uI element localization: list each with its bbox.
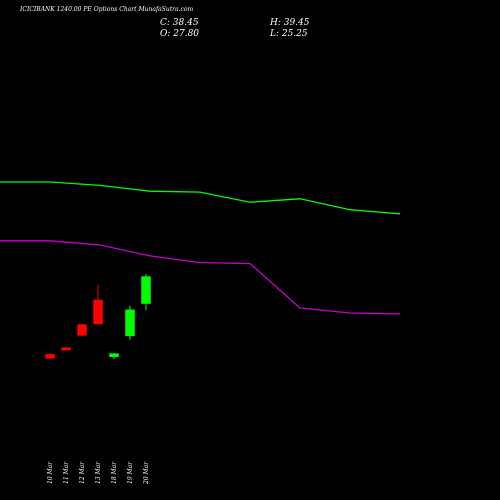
date-labels: 10 Mar 11 Mar 12 Mar 13 Mar 18 Mar 19 Mar 20 M… [47, 461, 150, 485]
candle-body [110, 354, 119, 357]
x-tick-label: 20 Mar [143, 461, 150, 485]
candle-body [78, 325, 87, 336]
candles [46, 274, 151, 359]
x-tick-label: 19 Mar [127, 461, 134, 484]
overlay-lines [0, 182, 400, 314]
lower-overlay-line [0, 241, 400, 314]
candle-10-mar [46, 353, 55, 359]
x-tick-label: 18 Mar [111, 461, 118, 484]
candle-body [142, 277, 151, 304]
x-tick-label: 13 Mar [95, 461, 102, 484]
x-tick-label: 12 Mar [79, 461, 86, 484]
candle-18-mar [110, 353, 119, 359]
upper-overlay-line [0, 182, 400, 214]
candle-body [94, 300, 103, 324]
candle-body [126, 310, 135, 336]
candle-11-mar [62, 347, 71, 350]
candle-12-mar [78, 324, 87, 337]
candle-13-mar [94, 285, 103, 325]
candle-19-mar [126, 306, 135, 340]
x-tick-label: 11 Mar [63, 461, 70, 484]
candle-body [46, 354, 55, 358]
candle-20-mar [142, 274, 151, 310]
x-tick-label: 10 Mar [47, 461, 54, 484]
candle-body [62, 348, 71, 350]
